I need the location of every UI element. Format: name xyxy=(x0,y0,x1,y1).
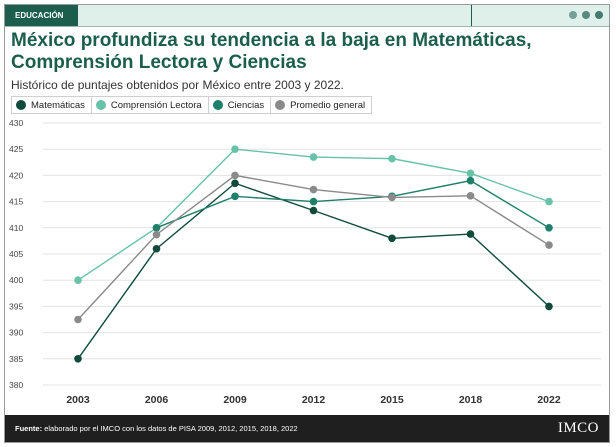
footer: Fuente: elaborado por el IMCO con los da… xyxy=(5,415,609,442)
y-tick-label: 415 xyxy=(9,197,23,207)
x-tick-label: 2009 xyxy=(223,394,247,406)
legend-item-lectora: Comprensión Lectora xyxy=(90,96,209,114)
legend-label: Ciencias xyxy=(227,99,265,111)
data-point xyxy=(545,241,553,249)
data-point xyxy=(545,197,553,206)
chart-title: México profundiza su tendencia a la baja… xyxy=(11,30,532,73)
data-point xyxy=(309,153,318,161)
top-bar: EDUCACIÓN xyxy=(5,5,609,27)
data-point xyxy=(388,154,396,163)
data-point xyxy=(545,302,553,311)
data-point xyxy=(466,169,475,178)
dots-menu-icon xyxy=(569,11,603,19)
data-point xyxy=(309,197,318,206)
category-tag: EDUCACIÓN xyxy=(5,5,78,26)
source-text: elaborado por el IMCO con los datos de P… xyxy=(44,424,298,433)
y-tick-label: 420 xyxy=(9,170,23,180)
data-point xyxy=(231,192,239,201)
data-point xyxy=(231,171,239,180)
data-point xyxy=(466,192,475,200)
top-bar-divider xyxy=(78,5,472,26)
x-tick-label: 2006 xyxy=(145,394,169,406)
data-point xyxy=(152,230,161,239)
series-line xyxy=(156,179,550,229)
series-line xyxy=(77,174,550,320)
data-point xyxy=(388,234,396,243)
source-label: Fuente: xyxy=(15,424,43,433)
chart-subtitle: Histórico de puntajes obtenidos por Méxi… xyxy=(11,78,344,92)
data-point xyxy=(152,224,161,232)
legend-swatch xyxy=(212,100,223,110)
dot-icon xyxy=(569,11,577,19)
data-point xyxy=(152,244,161,253)
data-point xyxy=(231,179,239,188)
x-tick-label: 2003 xyxy=(66,394,90,406)
data-point xyxy=(74,315,82,324)
legend-item-matematicas: Matemáticas xyxy=(11,96,92,114)
data-point xyxy=(309,206,318,215)
data-point xyxy=(545,224,553,232)
legend-label: Promedio general xyxy=(290,99,366,111)
legend: Matemáticas Comprensión Lectora Ciencias… xyxy=(11,96,373,114)
data-point xyxy=(231,145,239,153)
legend-label: Matemáticas xyxy=(31,99,85,111)
data-point xyxy=(388,193,396,202)
imco-logo: IMCO xyxy=(557,420,599,436)
x-tick-label: 2022 xyxy=(537,394,561,406)
x-tick-label: 2012 xyxy=(302,394,326,406)
y-tick-label: 410 xyxy=(9,223,23,233)
y-tick-label: 385 xyxy=(9,354,23,364)
line-chart: 380 385 390 395 400 405 410 415 420 425 430 2003 200… xyxy=(9,118,601,406)
y-tick-label: 405 xyxy=(9,249,23,259)
x-tick-label: 2015 xyxy=(380,394,404,406)
y-tick-label: 400 xyxy=(9,275,23,285)
chart-card: EDUCACIÓN México profundiza su tendencia… xyxy=(4,4,610,443)
y-tick-label: 425 xyxy=(9,144,23,154)
data-point xyxy=(74,355,82,363)
legend-item-ciencias: Ciencias xyxy=(207,96,272,114)
y-tick-label: 395 xyxy=(9,301,23,311)
data-point xyxy=(309,185,318,194)
legend-label: Comprensión Lectora xyxy=(110,99,202,111)
data-point xyxy=(74,276,82,284)
x-tick-label: 2018 xyxy=(459,394,483,406)
dot-icon xyxy=(582,11,590,19)
legend-swatch xyxy=(275,100,286,110)
data-point xyxy=(466,230,475,238)
y-tick-label: 430 xyxy=(9,118,23,128)
source-note: Fuente: elaborado por el IMCO con los da… xyxy=(15,424,298,433)
dot-icon xyxy=(595,11,603,19)
legend-swatch xyxy=(95,100,106,110)
data-point xyxy=(466,176,475,185)
y-tick-label: 390 xyxy=(9,328,23,338)
legend-item-promedio: Promedio general xyxy=(270,96,373,114)
legend-swatch xyxy=(16,100,26,110)
y-tick-label: 380 xyxy=(9,380,23,390)
